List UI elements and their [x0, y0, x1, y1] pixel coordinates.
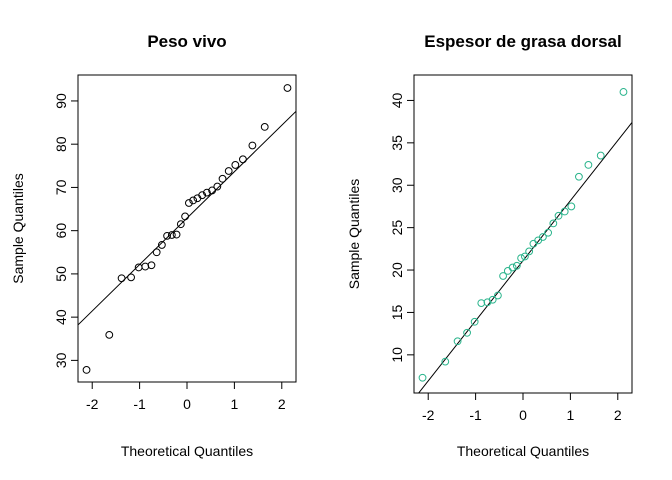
data-point: [208, 186, 217, 195]
data-point: [493, 291, 502, 300]
x-tick-label: 2: [278, 396, 286, 412]
data-point: [596, 151, 605, 160]
data-point: [181, 212, 190, 221]
data-point: [198, 191, 207, 200]
y-axis-label: Sample Quantiles: [346, 179, 362, 290]
chart-title: Peso vivo: [147, 32, 226, 51]
x-tick-label: -1: [133, 396, 146, 412]
qq-reference-line: [78, 110, 296, 326]
x-tick-label: 1: [566, 407, 574, 423]
data-point: [283, 84, 292, 92]
plot-frame: [77, 74, 297, 383]
y-tick-label: 15: [389, 304, 405, 320]
data-point: [534, 236, 543, 245]
y-tick-label: 30: [389, 177, 405, 193]
chart-title: Espesor de grasa dorsal: [424, 32, 621, 51]
plot-frame: [413, 74, 633, 394]
y-tick-label: 40: [53, 309, 69, 325]
data-point: [463, 328, 471, 337]
data-point: [453, 337, 462, 346]
x-tick-label: -1: [469, 407, 482, 423]
data-point: [619, 88, 628, 96]
data-point: [189, 196, 198, 205]
data-point: [560, 207, 569, 216]
data-point: [172, 230, 181, 239]
data-point: [441, 357, 450, 366]
data-point: [488, 295, 497, 304]
x-tick-label: 0: [183, 396, 191, 412]
data-point: [567, 202, 576, 211]
data-point: [503, 266, 512, 275]
data-point: [157, 241, 166, 249]
data-point: [477, 299, 486, 308]
x-axis-label: Theoretical Quantiles: [121, 443, 253, 459]
data-point: [147, 261, 156, 270]
data-point: [499, 272, 507, 280]
data-point: [575, 172, 583, 181]
data-point: [218, 174, 227, 183]
data-point: [539, 233, 547, 241]
x-tick-label: -2: [422, 407, 435, 423]
data-point: [224, 167, 233, 175]
data-point: [127, 273, 135, 282]
x-tick-label: -2: [86, 396, 99, 412]
data-point: [105, 330, 114, 339]
data-point: [163, 231, 171, 240]
data-point: [418, 373, 427, 382]
y-tick-label: 10: [389, 347, 405, 363]
plot-peso-vivo: Peso vivo -2 -1 0 1 2 30 40 50 60 70 80 90 Theoretica…: [10, 32, 297, 459]
y-tick-label: 20: [389, 262, 405, 278]
data-point: [213, 182, 222, 191]
plot-espesor-grasa-dorsal: Espesor de grasa dorsal -2 -1 0 1 2 10 15 20 25 30…: [346, 32, 633, 459]
data-point: [117, 274, 126, 283]
y-tick-label: 25: [389, 220, 405, 236]
y-tick-label: 90: [53, 93, 69, 109]
data-point: [167, 231, 176, 239]
data-point: [176, 220, 185, 229]
data-point: [152, 248, 161, 257]
y-tick-label: 50: [53, 266, 69, 282]
data-point: [203, 188, 211, 197]
y-axis-label: Sample Quantiles: [10, 173, 26, 284]
data-point: [512, 261, 521, 270]
x-tick-label: 1: [230, 396, 238, 412]
data-point: [525, 247, 534, 256]
x-tick-label: 2: [614, 407, 622, 423]
data-point: [141, 262, 150, 271]
x-axis-label: Theoretical Quantiles: [457, 443, 589, 459]
data-point: [508, 263, 517, 272]
y-tick-label: 80: [53, 136, 69, 152]
data-point: [231, 161, 240, 169]
data-point: [517, 254, 526, 263]
data-point: [549, 219, 558, 228]
data-point: [82, 365, 91, 374]
data-point: [584, 160, 593, 169]
data-point: [239, 155, 247, 164]
y-tick-label: 30: [53, 352, 69, 368]
y-tick-label: 35: [389, 135, 405, 151]
data-point: [470, 317, 479, 326]
data-point: [248, 141, 257, 150]
data-point: [520, 252, 529, 261]
y-tick-label: 60: [53, 223, 69, 239]
y-tick-label: 40: [389, 92, 405, 108]
x-tick-label: 0: [519, 407, 527, 423]
data-point: [184, 199, 193, 207]
data-point: [544, 228, 553, 237]
data-point: [260, 122, 269, 131]
y-tick-label: 70: [53, 179, 69, 195]
data-point: [554, 211, 563, 220]
